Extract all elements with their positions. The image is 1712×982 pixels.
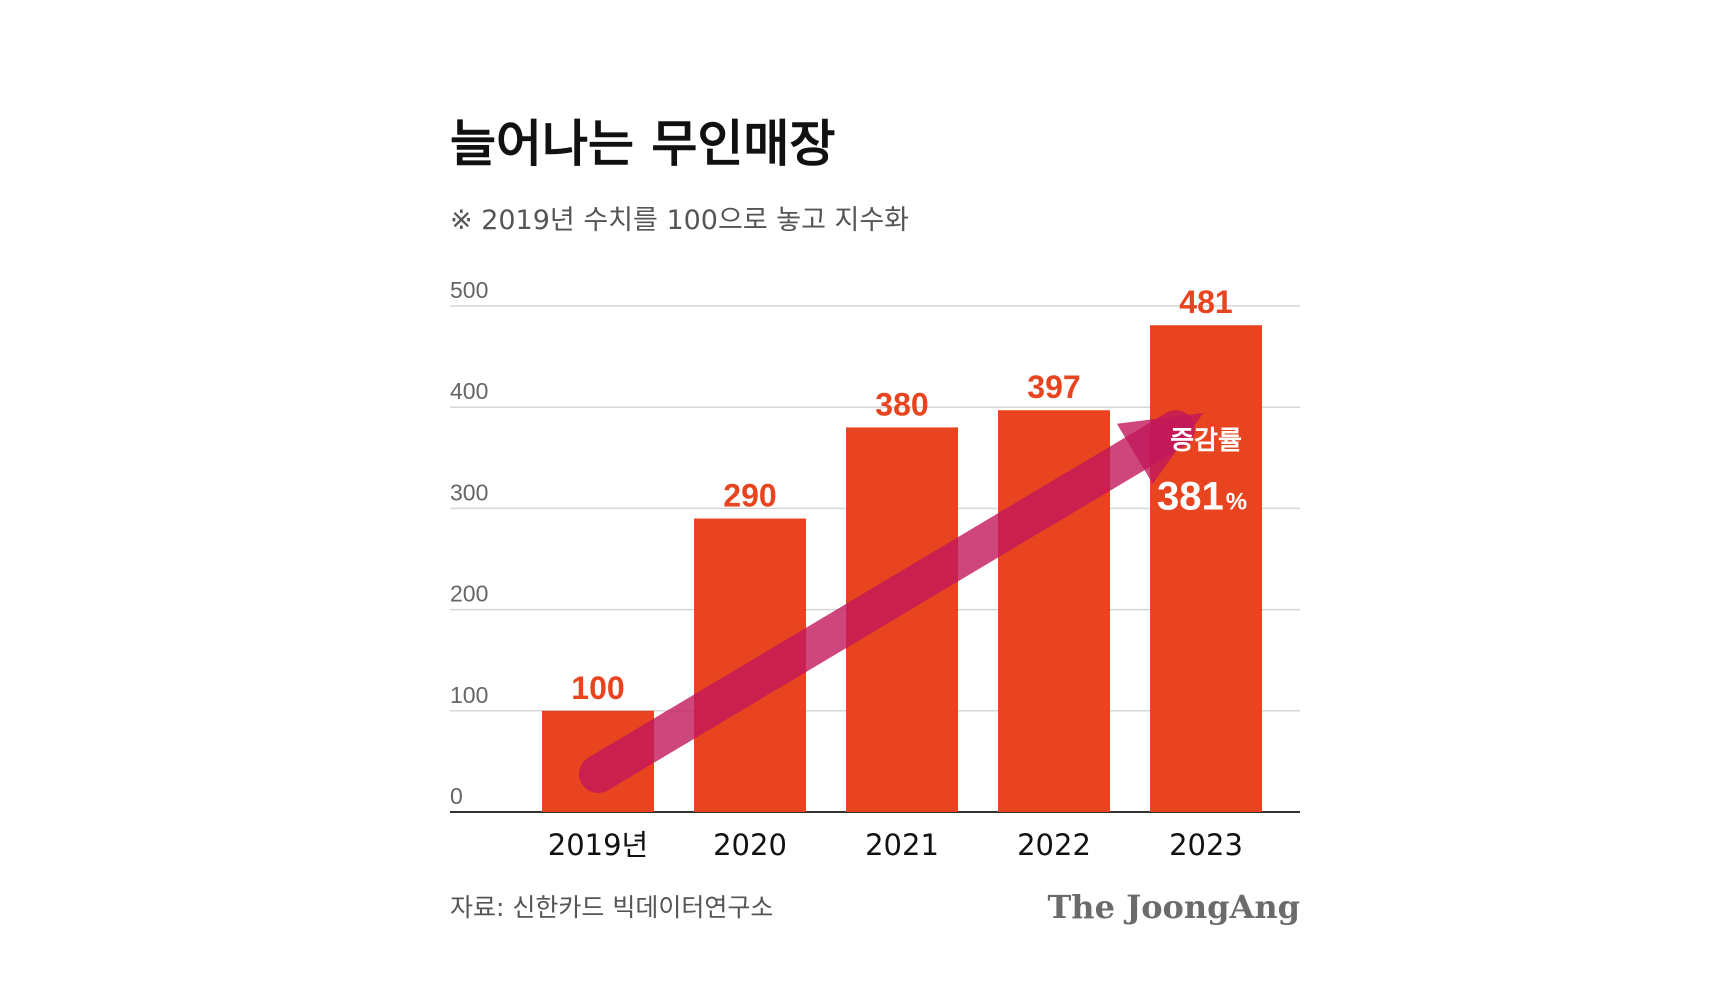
y-tick-label-300: 300 — [450, 479, 488, 505]
x-tick-label-1: 2020 — [713, 828, 787, 862]
data-label-1: 290 — [723, 478, 776, 514]
x-tick-label-3: 2022 — [1017, 828, 1091, 862]
y-tick-label-200: 200 — [450, 581, 488, 607]
trend-arrow-layer — [579, 410, 1204, 793]
y-tick-label-400: 400 — [450, 378, 488, 404]
x-tick-label-4: 2023 — [1169, 828, 1243, 862]
brand-logo: The JoongAng — [1047, 888, 1300, 926]
data-label-3: 397 — [1027, 369, 1080, 405]
x-tick-label-2: 2021 — [865, 828, 939, 862]
labels-layer: 0 100 200 300 400 500 100 2019년 290 2020 380 2021 39… — [450, 277, 1247, 862]
y-tick-label-0: 0 — [450, 783, 463, 809]
trend-arrow — [579, 410, 1204, 793]
bar-4 — [1150, 325, 1262, 812]
x-tick-label-0: 2019년 — [548, 828, 648, 862]
growth-rate-label: 증감률 — [1170, 426, 1242, 456]
y-tick-label-100: 100 — [450, 682, 488, 708]
data-label-4: 481 — [1179, 284, 1232, 320]
growth-rate-value: 381% — [1157, 474, 1247, 518]
chart-title: 늘어나는 무인매장 — [450, 115, 835, 173]
source-text: 자료: 신한카드 빅데이터연구소 — [450, 893, 773, 922]
data-label-2: 380 — [875, 386, 928, 422]
y-tick-label-500: 500 — [450, 277, 488, 303]
chart-subtitle: ※ 2019년 수치를 100으로 놓고 지수화 — [450, 205, 909, 236]
data-label-0: 100 — [571, 670, 624, 706]
